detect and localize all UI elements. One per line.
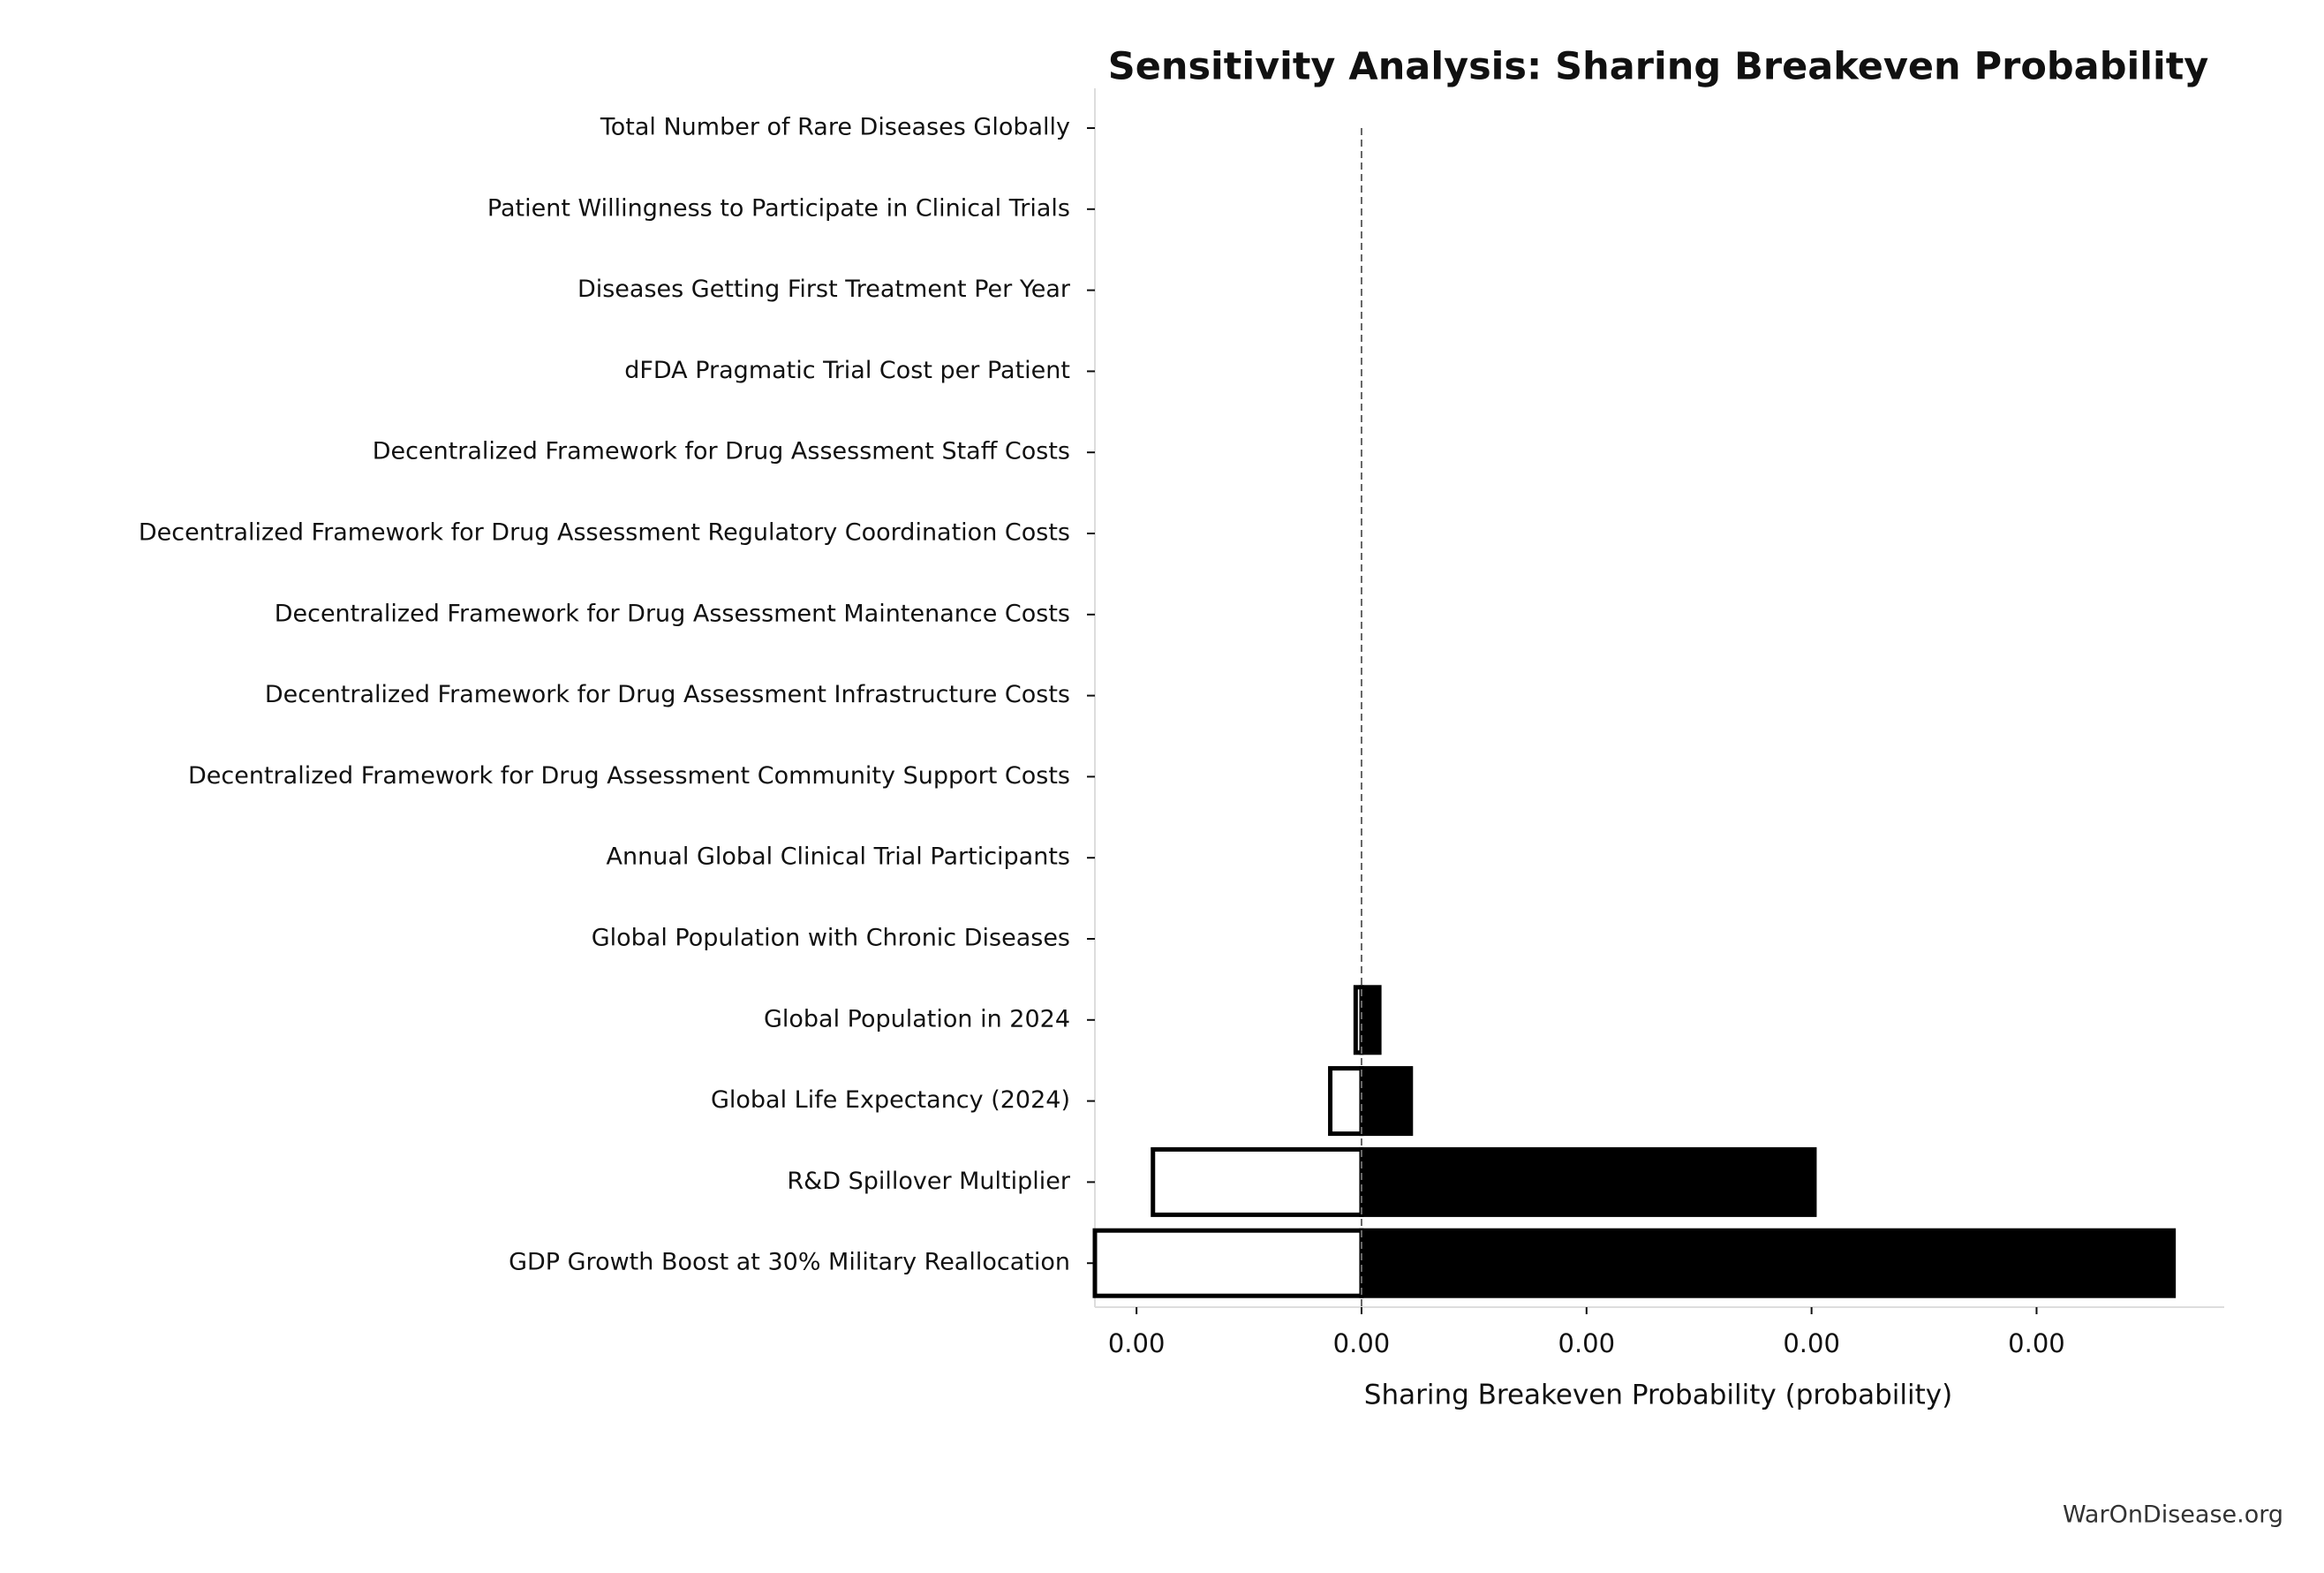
y-tick-label: Global Population in 2024 bbox=[764, 1005, 1070, 1032]
x-axis-label: Sharing Breakeven Probability (probabili… bbox=[1364, 1380, 1952, 1411]
y-tick-label: Decentralized Framework for Drug Assessm… bbox=[373, 438, 1070, 465]
bar-high bbox=[1359, 1146, 1817, 1217]
y-tick-label: Diseases Getting First Treatment Per Yea… bbox=[577, 276, 1071, 303]
bar-low bbox=[1092, 1228, 1364, 1298]
y-tick-label: Global Life Expectancy (2024) bbox=[711, 1086, 1070, 1114]
y-tick-label: R&D Spillover Multiplier bbox=[787, 1168, 1071, 1195]
x-tick-label: 0.00 bbox=[2008, 1328, 2065, 1358]
bar-high bbox=[1359, 985, 1382, 1055]
bar-low bbox=[1151, 1146, 1364, 1217]
y-tick-label: Decentralized Framework for Drug Assessm… bbox=[139, 519, 1070, 547]
x-tick-label: 0.00 bbox=[1558, 1328, 1616, 1358]
bar-high bbox=[1359, 1228, 2177, 1298]
y-tick-label: dFDA Pragmatic Trial Cost per Patient bbox=[624, 357, 1070, 384]
y-tick-label: Decentralized Framework for Drug Assessm… bbox=[188, 762, 1070, 790]
chart-title: Sensitivity Analysis: Sharing Breakeven … bbox=[1108, 45, 2209, 89]
y-tick-label: GDP Growth Boost at 30% Military Realloc… bbox=[509, 1249, 1070, 1276]
y-tick-label: Global Population with Chronic Diseases bbox=[592, 925, 1070, 952]
x-tick-label: 0.00 bbox=[1333, 1328, 1391, 1358]
y-tick-label: Decentralized Framework for Drug Assessm… bbox=[265, 681, 1070, 708]
bar-low bbox=[1328, 1066, 1364, 1137]
y-tick-label: Annual Global Clinical Trial Participant… bbox=[607, 843, 1070, 871]
y-tick-label: Total Number of Rare Diseases Globally bbox=[600, 114, 1070, 141]
y-tick-label: Decentralized Framework for Drug Assessm… bbox=[275, 600, 1070, 627]
watermark: WarOnDisease.org bbox=[2063, 1501, 2283, 1529]
x-tick-label: 0.00 bbox=[1783, 1328, 1840, 1358]
bar-high bbox=[1359, 1066, 1414, 1137]
y-tick-label: Patient Willingness to Participate in Cl… bbox=[487, 194, 1070, 222]
x-tick-label: 0.00 bbox=[1108, 1328, 1166, 1358]
